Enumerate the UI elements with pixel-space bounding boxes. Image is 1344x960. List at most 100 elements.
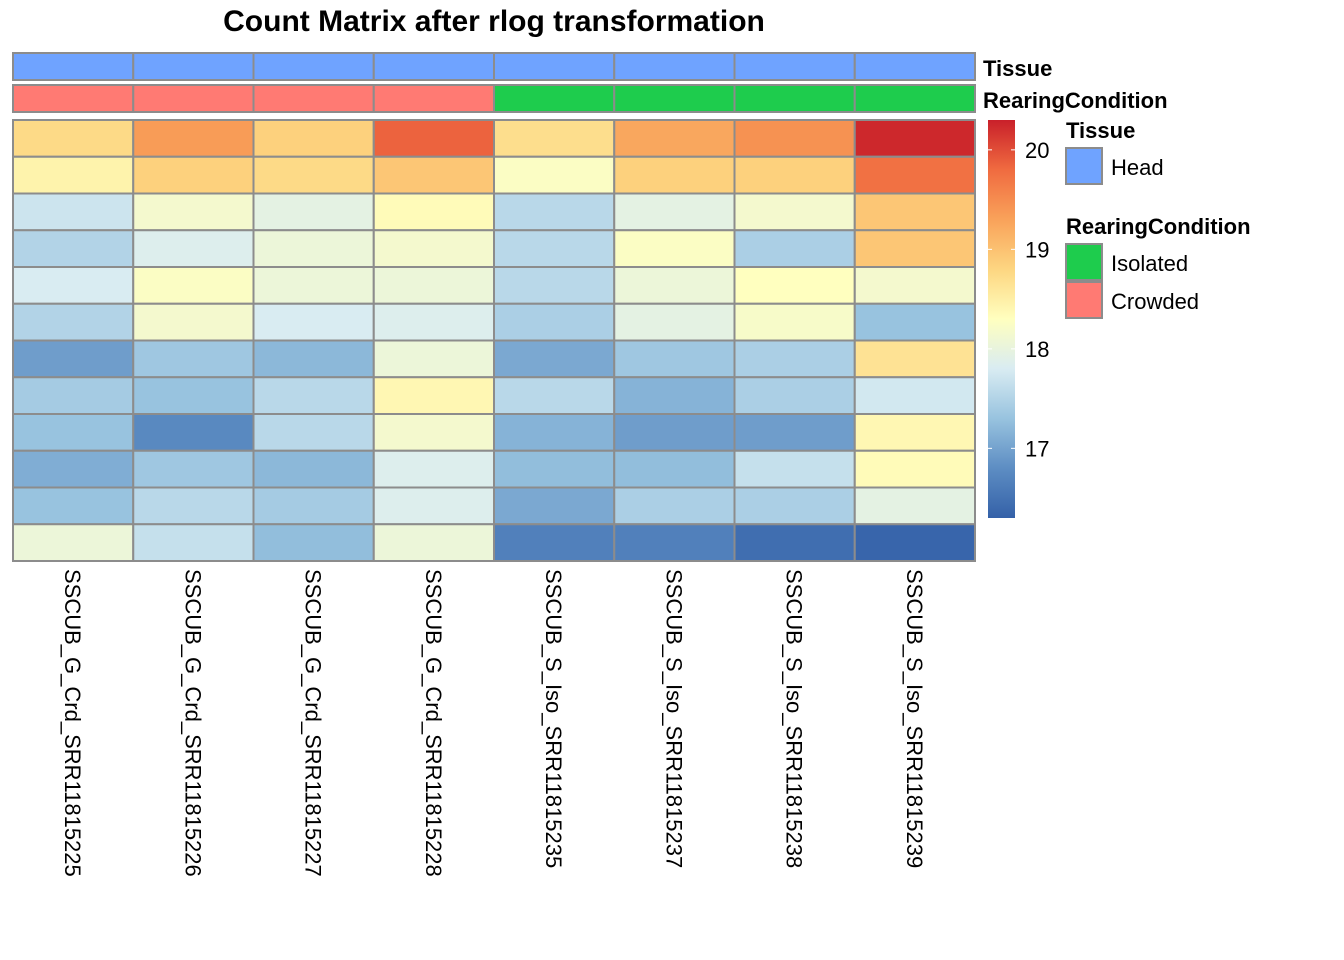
heatmap-cell-r7-c4 xyxy=(372,339,495,379)
heatmap-cell-r11-c2 xyxy=(132,486,255,526)
heatmap-cell-r11-c6 xyxy=(613,486,736,526)
annotation-cell-tissue-4 xyxy=(372,52,495,81)
heatmap-cell-r3-c7 xyxy=(733,192,856,232)
annotation-cell-tissue-3 xyxy=(252,52,375,81)
heatmap-cell-r1-c7 xyxy=(733,119,856,158)
heatmap-cell-r3-c2 xyxy=(132,192,255,232)
heatmap-cell-r8-c5 xyxy=(493,376,616,415)
column-label-3: SSCUB_G_Crd_SRR11815227 xyxy=(301,569,326,877)
annotation-bars xyxy=(12,52,976,113)
column-label-4: SSCUB_G_Crd_SRR11815228 xyxy=(421,569,446,877)
color-scale-legend: 17 18 19 20 xyxy=(988,120,1049,518)
color-scale-tick-19: 19 xyxy=(1025,237,1049,262)
heatmap-cell-r4-c1 xyxy=(12,229,135,268)
legend-swatch-crowded xyxy=(1065,281,1103,319)
heatmap-cell-r6-c4 xyxy=(372,302,495,342)
heatmap-cell-r6-c8 xyxy=(853,302,976,342)
heatmap-cell-r12-c4 xyxy=(372,523,495,562)
heatmap-cell-r11-c3 xyxy=(252,486,375,526)
heatmap-cell-r7-c3 xyxy=(252,339,375,379)
column-label-5: SSCUB_S_Iso_SRR11815235 xyxy=(541,569,566,868)
heatmap-cell-r11-c1 xyxy=(12,486,135,526)
annotation-label-tissue: Tissue xyxy=(983,56,1052,81)
heatmap-cell-r12-c8 xyxy=(853,523,976,562)
heatmap-cell-r10-c1 xyxy=(12,449,135,489)
column-label-2: SSCUB_G_Crd_SRR11815226 xyxy=(180,569,205,877)
heatmap-cell-r2-c8 xyxy=(853,155,976,195)
heatmap-cell-r2-c2 xyxy=(132,155,255,195)
heatmap-cell-r3-c3 xyxy=(252,192,375,232)
legend-label-crowded: Crowded xyxy=(1111,289,1199,314)
heatmap-cell-r9-c8 xyxy=(853,413,976,452)
heatmap-cell-r7-c2 xyxy=(132,339,255,379)
annotation-cell-rearingcondition-2 xyxy=(132,84,255,113)
heatmap-cell-r4-c3 xyxy=(252,229,375,268)
heatmap-cell-r8-c1 xyxy=(12,376,135,415)
column-label-6: SSCUB_S_Iso_SRR11815237 xyxy=(661,569,686,868)
annotation-cell-rearingcondition-3 xyxy=(252,84,375,113)
heatmap-cell-r10-c2 xyxy=(132,449,255,489)
heatmap-cell-r1-c8 xyxy=(853,119,976,158)
heatmap-cell-r7-c5 xyxy=(493,339,616,379)
column-label-1: SSCUB_G_Crd_SRR11815225 xyxy=(60,569,85,877)
heatmap-cell-r3-c6 xyxy=(613,192,736,232)
heatmap-cell-r11-c8 xyxy=(853,486,976,526)
column-label-8: SSCUB_S_Iso_SRR11815239 xyxy=(902,569,927,868)
annotation-cell-tissue-5 xyxy=(493,52,616,81)
heatmap-cell-r8-c4 xyxy=(372,376,495,415)
heatmap-cell-r5-c7 xyxy=(733,266,856,305)
heatmap-cell-r7-c6 xyxy=(613,339,736,379)
column-label-7: SSCUB_S_Iso_SRR11815238 xyxy=(782,569,807,868)
heatmap-cell-r12-c7 xyxy=(733,523,856,562)
heatmap-cell-r10-c8 xyxy=(853,449,976,489)
heatmap-cell-r6-c7 xyxy=(733,302,856,342)
heatmap-cell-r2-c1 xyxy=(12,155,135,195)
annotation-legend: Tissue Head RearingCondition Isolated Crowde… xyxy=(1065,118,1251,319)
annotation-cell-rearingcondition-1 xyxy=(12,84,135,113)
heatmap-cell-r3-c8 xyxy=(853,192,976,232)
heatmap-cell-r4-c6 xyxy=(613,229,736,268)
heatmap-cell-r7-c8 xyxy=(853,339,976,379)
heatmap-cell-r12-c3 xyxy=(252,523,375,562)
annotation-cell-rearingcondition-6 xyxy=(613,84,736,113)
heatmap-cell-r12-c6 xyxy=(613,523,736,562)
legend-swatch-head xyxy=(1065,147,1103,185)
color-scale-tick-18: 18 xyxy=(1025,337,1049,362)
heatmap-cell-r4-c2 xyxy=(132,229,255,268)
heatmap-cell-r10-c6 xyxy=(613,449,736,489)
legend-label-isolated: Isolated xyxy=(1111,251,1188,276)
heatmap-cell-r7-c1 xyxy=(12,339,135,379)
heatmap-cell-r12-c2 xyxy=(132,523,255,562)
heatmap-cell-r4-c8 xyxy=(853,229,976,268)
heatmap-cell-r8-c3 xyxy=(252,376,375,415)
annotation-cell-tissue-7 xyxy=(733,52,856,81)
annotation-labels: Tissue RearingCondition xyxy=(983,56,1168,113)
heatmap-cell-r6-c5 xyxy=(493,302,616,342)
heatmap-cell-r11-c7 xyxy=(733,486,856,526)
heatmap-cell-r10-c5 xyxy=(493,449,616,489)
heatmap-cell-r9-c4 xyxy=(372,413,495,452)
heatmap-cell-r9-c6 xyxy=(613,413,736,452)
heatmap-cell-r1-c3 xyxy=(252,119,375,158)
color-scale-tick-17: 17 xyxy=(1025,436,1049,461)
heatmap-cell-r6-c1 xyxy=(12,302,135,342)
heatmap-cell-r9-c1 xyxy=(12,413,135,452)
heatmap-cell-r12-c1 xyxy=(12,523,135,562)
legend-label-head: Head xyxy=(1111,155,1164,180)
annotation-label-rearingcondition: RearingCondition xyxy=(983,88,1168,113)
heatmap-cell-r4-c4 xyxy=(372,229,495,268)
heatmap-cell-r5-c4 xyxy=(372,266,495,305)
heatmap-cell-r8-c6 xyxy=(613,376,736,415)
heatmap-cell-r5-c1 xyxy=(12,266,135,305)
legend-title-rearingcondition: RearingCondition xyxy=(1066,214,1251,239)
heatmap-cell-r1-c4 xyxy=(372,119,495,158)
heatmap-cell-r2-c7 xyxy=(733,155,856,195)
heatmap-cell-r9-c2 xyxy=(132,413,255,452)
chart-title: Count Matrix after rlog transformation xyxy=(223,5,765,38)
heatmap-cell-r2-c5 xyxy=(493,155,616,195)
heatmap-cell-r8-c2 xyxy=(132,376,255,415)
heatmap-cell-r5-c3 xyxy=(252,266,375,305)
heatmap-cell-r6-c3 xyxy=(252,302,375,342)
annotation-cell-tissue-8 xyxy=(853,52,976,81)
